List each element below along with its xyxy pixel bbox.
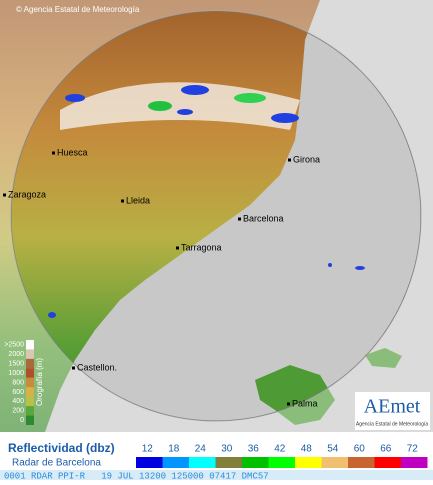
scale-label: 30 bbox=[221, 444, 233, 455]
city-label: Palma bbox=[292, 398, 318, 408]
orography-swatch bbox=[26, 368, 34, 378]
outside-range bbox=[0, 0, 433, 432]
scale-swatch bbox=[162, 457, 189, 468]
scale-swatch bbox=[348, 457, 375, 468]
legend-title: Reflectividad (dbz) bbox=[8, 441, 115, 455]
orography-label: 400 bbox=[12, 398, 24, 405]
copyright: © Agencia Estatal de Meteorología bbox=[16, 5, 140, 14]
city-label: Lleida bbox=[126, 195, 150, 205]
scale-swatch bbox=[268, 457, 295, 468]
scale-label: 72 bbox=[407, 444, 419, 455]
scale-swatch bbox=[189, 457, 216, 468]
scale-label: 54 bbox=[327, 444, 339, 455]
legend-subtitle: Radar de Barcelona bbox=[12, 458, 101, 469]
scale-label: 24 bbox=[195, 444, 207, 455]
scale-label: 12 bbox=[142, 444, 154, 455]
orography-swatch bbox=[26, 415, 34, 425]
city-label: Zaragoza bbox=[8, 189, 46, 199]
city-marker bbox=[121, 199, 124, 203]
scale-swatch bbox=[295, 457, 322, 468]
orography-label: 2000 bbox=[8, 351, 24, 358]
city-marker bbox=[3, 193, 6, 197]
scale-label: 60 bbox=[354, 444, 366, 455]
orography-label: 200 bbox=[12, 408, 24, 415]
footer: 0001 RDAR PPI-R 19 JUL 13200 125000 0741… bbox=[4, 471, 269, 480]
orography-swatch bbox=[26, 349, 34, 359]
cities: Huesca Zaragoza Lleida Barcelona Tarragona Ca… bbox=[3, 147, 320, 408]
scale-label: 42 bbox=[274, 444, 286, 455]
orography-swatch bbox=[26, 387, 34, 397]
orography-title: Orografía (m) bbox=[35, 358, 44, 406]
menorca bbox=[365, 348, 402, 368]
orography-legend: Orografía (m) >2500200015001000800600400… bbox=[4, 340, 44, 425]
scale-label: 66 bbox=[380, 444, 392, 455]
radar-range bbox=[10, 10, 422, 422]
scale-label: 36 bbox=[248, 444, 260, 455]
orography-label: 800 bbox=[12, 379, 24, 386]
scale-swatch bbox=[242, 457, 269, 468]
logo-subtitle: Agencia Estatal de Meteorología bbox=[356, 421, 428, 427]
scale-swatch bbox=[374, 457, 401, 468]
scale-label: 48 bbox=[301, 444, 313, 455]
city-label: Tarragona bbox=[181, 242, 222, 252]
orography-label: 600 bbox=[12, 389, 24, 396]
orography-label: 1000 bbox=[8, 370, 24, 377]
map bbox=[0, 0, 433, 432]
city-label: Barcelona bbox=[243, 213, 284, 223]
orography-label: >2500 bbox=[4, 342, 24, 349]
footer-bar bbox=[0, 470, 433, 480]
scale-swatch bbox=[136, 457, 163, 468]
orography-label: 0 bbox=[20, 417, 24, 424]
reflectivity-scale: 12 18 24 30 36 42 48 54 60 66 72 bbox=[136, 444, 428, 468]
orography-swatch bbox=[26, 358, 34, 369]
city-marker bbox=[72, 366, 75, 370]
mallorca bbox=[255, 365, 335, 425]
city-label: Castellon. bbox=[77, 362, 117, 372]
scale-label: 18 bbox=[168, 444, 180, 455]
logo-box bbox=[355, 392, 430, 430]
city-label: Girona bbox=[293, 154, 320, 164]
city-marker bbox=[288, 158, 291, 162]
logo: AEmet bbox=[364, 396, 421, 418]
city-marker bbox=[238, 217, 241, 221]
scale-swatch bbox=[401, 457, 428, 468]
scale-swatch bbox=[215, 457, 242, 468]
echoes bbox=[48, 85, 365, 318]
orography-swatch bbox=[26, 377, 34, 388]
orography-swatch bbox=[26, 396, 34, 407]
orography-swatch bbox=[26, 406, 34, 416]
orography-swatch bbox=[26, 340, 34, 350]
city-marker bbox=[52, 151, 55, 155]
city-marker bbox=[176, 246, 179, 250]
scale-swatch bbox=[321, 457, 348, 468]
city-label: Huesca bbox=[57, 147, 88, 157]
city-marker bbox=[287, 402, 290, 406]
orography-label: 1500 bbox=[8, 360, 24, 367]
